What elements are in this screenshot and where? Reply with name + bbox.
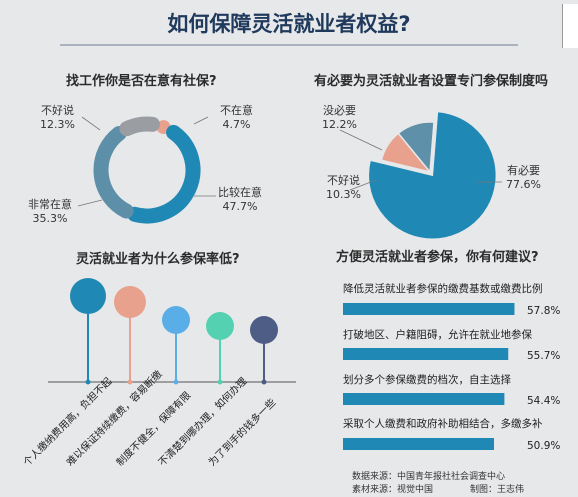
chart4-category-1: 打破地区、户籍阻碍，允许在就业地参保 <box>343 329 532 341</box>
chart2-label-name: 有必要 <box>506 164 540 177</box>
chart1-leader-line-1 <box>193 116 209 125</box>
chart4-category-2: 划分多个参保缴费的档次，自主选择 <box>343 374 511 386</box>
lollipop-base-dot-0 <box>85 379 91 385</box>
donut-segment-1 <box>93 125 134 219</box>
chart2-title: 有必要为灵活就业者设置专门参保制度吗 <box>314 74 549 89</box>
source-data-note: 数据来源：中国青年报社社会调查中心 <box>352 472 506 482</box>
suggestion-bar-3 <box>343 438 495 450</box>
chart2-label-value: 12.2% <box>322 118 357 131</box>
pie-slice-0 <box>367 110 498 240</box>
chart1-label-3: 非常在意 35.3% <box>28 198 72 226</box>
lollipop-head-3 <box>206 312 234 340</box>
suggestion-bar-1 <box>343 348 509 360</box>
chart1-label-name: 比较在意 <box>218 186 262 199</box>
chart1-leader-line-3 <box>77 199 103 207</box>
lollipop-head-4 <box>250 316 278 344</box>
chart1-label-2: 比较在意 47.7% <box>218 186 262 214</box>
chart4-category-0: 降低灵活就业者参保的缴费基数或缴费比例 <box>343 283 543 295</box>
chart1-label-value: 35.3% <box>32 212 68 225</box>
chart1-label-1: 不在意 4.7% <box>220 104 253 132</box>
chart4-value-1: 55.7% <box>527 350 561 362</box>
suggestion-bar-0 <box>343 303 515 315</box>
page-title: 如何保障灵活就业者权益? <box>167 12 411 36</box>
source-material-note: 素材来源：视觉中国 <box>352 485 434 495</box>
chart2-label-name: 不好说 <box>326 174 360 187</box>
chart2-label-0: 没必要 12.2% <box>322 104 357 132</box>
author-credit: 制图：王志伟 <box>470 485 525 495</box>
lollipop-base-dot-3 <box>217 379 223 385</box>
chart1-label-0: 不好说 12.3% <box>40 104 75 132</box>
chart2-label-value: 77.6% <box>506 178 541 191</box>
chart1-leader-line-0 <box>81 116 101 131</box>
pie-slice-2 <box>397 121 435 174</box>
chart2-label-name: 没必要 <box>322 104 356 117</box>
chart4-value-0: 57.8% <box>527 305 561 317</box>
lollipop-head-0 <box>70 278 106 314</box>
chart1-title: 找工作你是否在意有社保? <box>66 74 217 89</box>
lollipop-base-dot-2 <box>173 379 179 385</box>
chart2-leader-line-2 <box>349 179 377 191</box>
chart4-title: 方便灵活就业者参保，你有何建议? <box>336 250 539 265</box>
chart2-label-2: 不好说 10.3% <box>326 174 361 202</box>
chart1-label-name: 非常在意 <box>28 198 72 211</box>
corner-logo-fragment <box>562 4 578 48</box>
chart2-label-value: 10.3% <box>326 188 361 201</box>
chart2-label-1: 有必要 77.6% <box>506 164 541 192</box>
chart1-label-name: 不在意 <box>220 104 253 117</box>
chart4-category-3: 采取个人缴费和政府补助相结合，多缴多补 <box>343 418 543 430</box>
chart1-label-value: 47.7% <box>222 200 258 213</box>
chart2-leader-line-0 <box>339 129 383 151</box>
lollipop-head-1 <box>114 286 146 318</box>
donut-segment-2 <box>119 116 161 137</box>
suggestion-bar-2 <box>343 393 505 405</box>
lollipop-base-dot-1 <box>127 379 133 385</box>
lollipop-base-dot-4 <box>261 379 267 385</box>
title-divider <box>60 44 518 46</box>
chart1-label-name: 不好说 <box>40 104 74 117</box>
chart1-label-value: 12.3% <box>40 118 75 131</box>
lollipop-head-2 <box>162 306 190 334</box>
donut-segment-0 <box>127 124 201 224</box>
chart4-value-3: 50.9% <box>527 440 561 452</box>
chart3-title: 灵活就业者为什么参保率低? <box>76 252 240 267</box>
chart1-label-value: 4.7% <box>222 118 251 131</box>
chart4-value-2: 54.4% <box>527 395 561 407</box>
